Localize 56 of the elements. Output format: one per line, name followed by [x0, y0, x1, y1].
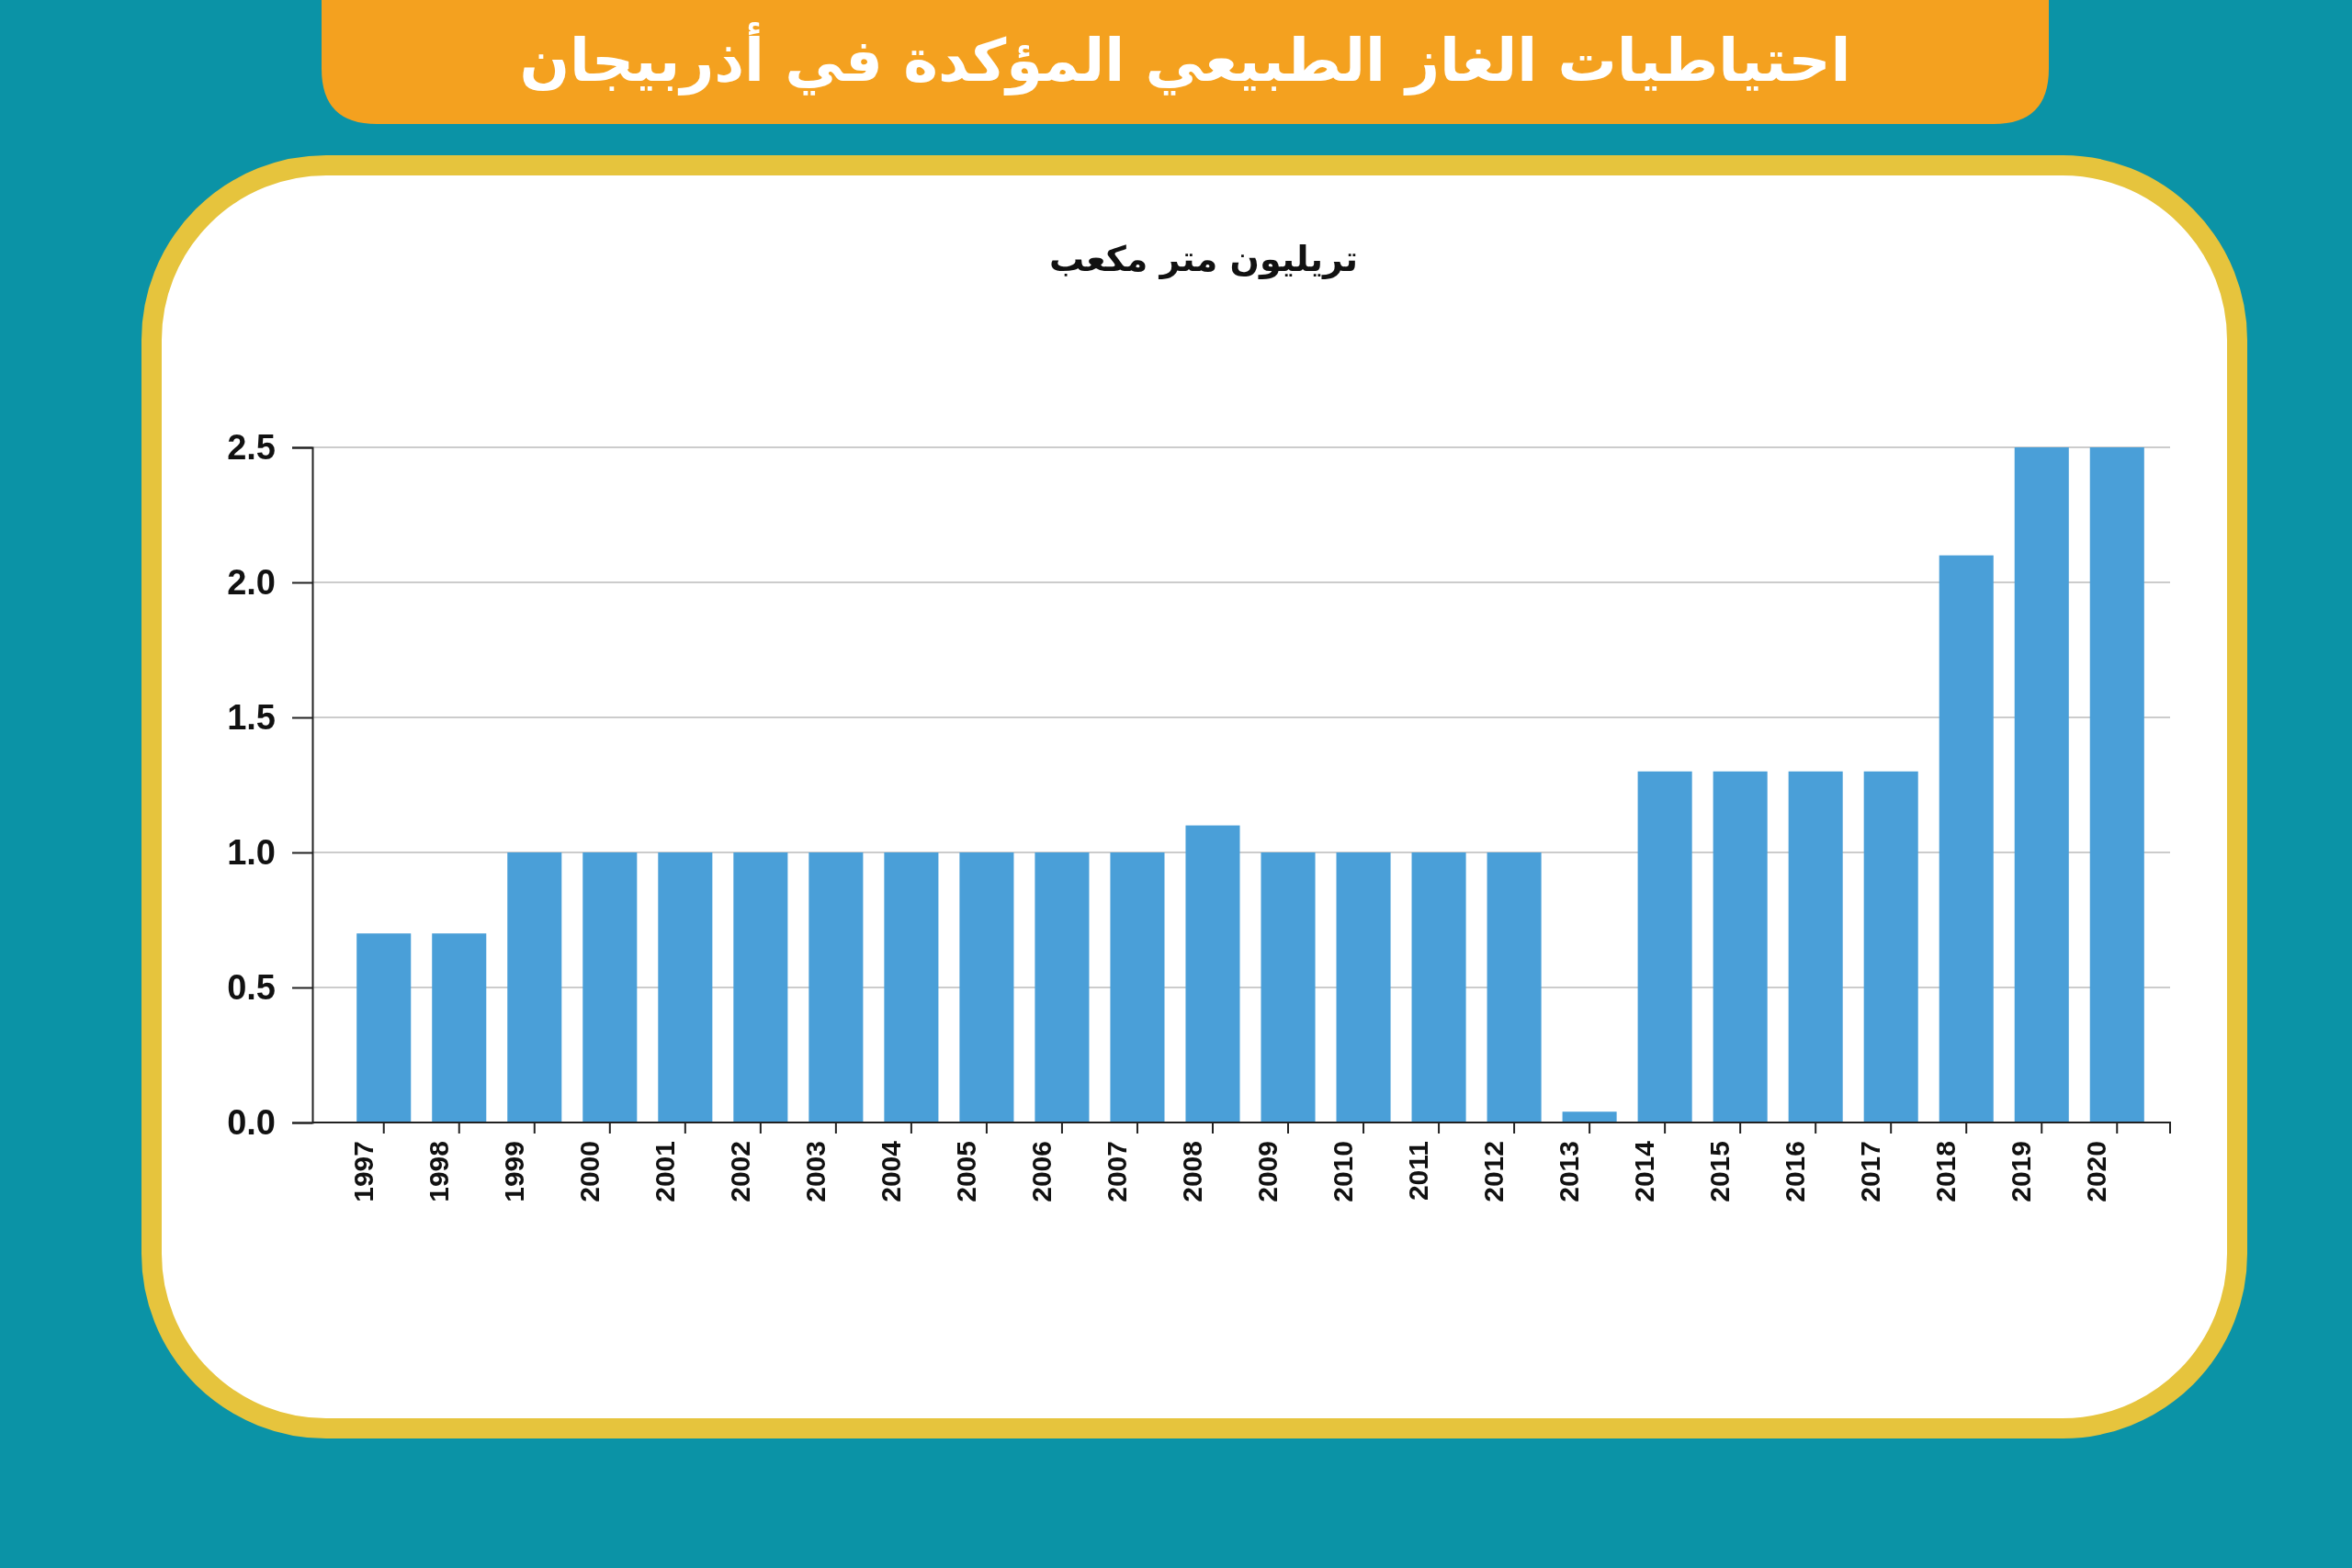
bar — [808, 852, 864, 1122]
bar — [2014, 447, 2069, 1122]
bar — [1035, 852, 1090, 1122]
x-tick-label: 2014 — [1629, 1140, 1660, 1202]
chart-title: احتياطيات الغاز الطبيعي المؤكدة في أذربيجان — [519, 22, 1851, 96]
x-tick-label: 2019 — [2006, 1141, 2037, 1202]
bar — [1336, 852, 1391, 1122]
bar — [1411, 852, 1466, 1122]
bar — [1185, 825, 1240, 1122]
y-tick-label: 2.5 — [227, 427, 276, 467]
bar — [1562, 1111, 1617, 1122]
x-tick-label: 2018 — [1930, 1141, 1962, 1202]
x-tick-label: 2015 — [1704, 1141, 1736, 1202]
x-tick-label: 2009 — [1252, 1141, 1283, 1202]
x-tick-label: 2000 — [573, 1141, 605, 1202]
bar — [432, 933, 487, 1122]
y-tick-label: 1.0 — [227, 832, 276, 872]
x-tick-label: 2016 — [1780, 1141, 1811, 1202]
y-axis-title: تريليون متر مكعب — [1049, 239, 1358, 279]
x-tick-label: 1997 — [347, 1141, 379, 1202]
bar — [356, 933, 412, 1122]
bar — [582, 852, 638, 1122]
y-tick-label: 0.0 — [227, 1102, 276, 1142]
bar — [658, 852, 713, 1122]
x-tick-label: 2003 — [799, 1141, 831, 1202]
bar — [959, 852, 1014, 1122]
x-tick-label: 2012 — [1478, 1141, 1510, 1202]
x-tick-label: 2002 — [724, 1141, 755, 1202]
x-tick-label: 2011 — [1403, 1141, 1434, 1201]
y-tick-label: 2.0 — [227, 562, 276, 602]
bar — [2089, 447, 2144, 1122]
bar — [1713, 771, 1768, 1122]
y-tick-label: 1.5 — [227, 697, 276, 737]
x-tick-label: 2017 — [1855, 1141, 1886, 1202]
x-tick-label: 2006 — [1025, 1141, 1057, 1202]
bar — [1788, 771, 1843, 1122]
x-tick-label: 2008 — [1176, 1141, 1207, 1202]
y-tick-label: 0.5 — [227, 967, 276, 1007]
x-tick-label: 1999 — [498, 1141, 529, 1202]
x-tick-label: 2001 — [649, 1141, 680, 1202]
x-tick-label: 2007 — [1101, 1141, 1132, 1202]
x-tick-label: 1998 — [423, 1141, 454, 1202]
x-tick-label: 2020 — [2081, 1141, 2112, 1202]
bar — [507, 852, 562, 1122]
x-tick-label: 2004 — [875, 1140, 906, 1202]
x-tick-label: 2010 — [1328, 1141, 1359, 1202]
bar — [1487, 852, 1542, 1122]
x-tick-label: 2005 — [950, 1141, 981, 1202]
bar — [1863, 771, 1918, 1122]
bar — [733, 852, 788, 1122]
bar — [1939, 555, 1994, 1122]
bar — [1637, 771, 1692, 1122]
bar — [1261, 852, 1316, 1122]
bar — [1110, 852, 1165, 1122]
bar — [884, 852, 939, 1122]
x-tick-label: 2013 — [1554, 1141, 1585, 1202]
